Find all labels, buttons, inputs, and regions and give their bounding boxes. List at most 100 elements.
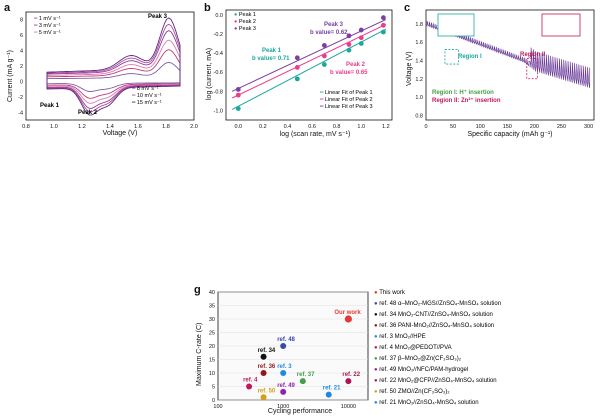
b-peak2-bvalue: b value= 0.65 [330,70,368,76]
legend-item: ━ 5 mV s⁻¹ [34,30,61,36]
a-peak1: Peak 1 [40,103,60,109]
b-xtick: 0.6 [308,124,316,130]
data-point [380,29,386,35]
panel-c-xlabel: Specific capacity (mAh g⁻¹) [467,131,553,138]
panel-b-label: b [204,2,211,14]
a-ytick: 4 [20,49,23,55]
comparison-label: ref. 49 [277,383,295,389]
c-xtick: 150 [503,124,512,130]
legend-item: ● ref. 49 MnO₂//NFC/PAM-hydrogel [374,365,501,376]
b-xtick: 0.0 [234,124,242,130]
panel-g-xlabel: Cycling performance [267,408,333,415]
b-ytick: -0.2 [214,32,223,38]
legend-dot-icon: ● [374,378,380,384]
comparison-point [260,353,267,360]
data-point [358,41,364,46]
comparison-label: ref. 3 [277,364,292,370]
a-xtick: 2.0 [190,124,198,130]
c-ytick: 0.8 [415,113,423,119]
legend-item: ● ref. 4 MnO₂@PEDOT//PVA [374,343,501,354]
data-point [346,33,352,39]
g-ytick: 30 [209,317,215,323]
g-xtick: 100 [213,404,222,410]
panel-b-fit-legend: ━ Linear Fit of Peak 1 ━ Linear Fit of P… [320,90,373,111]
comparison-point [345,378,352,385]
legend-text: ref. 50 ZMO//Zn(CF₃SO₃)₂ [379,389,450,395]
comparison-point [299,378,306,385]
comparison-label: ref. 37 [297,372,315,378]
panel-a-plot: 0.8 1.0 1.2 1.4 1.6 1.8 2.0 -4 -2 0 2 4 6 8 Peak 1 Pe… [18,11,198,130]
c-xtick: 50 [450,124,456,130]
b-xtick: 1.2 [382,124,390,130]
legend-text: ref. 22 MnO₂@CFP//ZnSO₄-MnSO₄ solution [379,378,497,384]
legend-text: ref. 21 MnO₂//ZnSO₄-MnSO₄ solution [379,400,479,406]
b-xtick: 0.8 [333,124,341,130]
c-inset-left [437,13,475,37]
legend-dot-icon: ● [374,301,380,307]
comparison-label: ref. 48 [277,337,295,343]
legend-item: ● ref. 37 β–MnO₂@Zn(CF₃SO₃)₂ [374,354,501,365]
data-point [358,35,364,41]
b-peak1-note: Peak 1 [262,48,282,54]
panel-c-plot: 0 50 100 150 200 250 300 0.8 1.0 1.2 1.4 1.6 1.8 Reg… [415,9,595,130]
a-peak3: Peak 3 [148,14,168,20]
b-ytick: -0.4 [214,51,223,57]
legend-dot-icon: ● [374,356,380,362]
panel-c: c Voltage (V) 0 50 100 150 200 250 300 0.8 1.0 1.… [400,0,600,140]
legend-dot-icon: ● [374,389,380,395]
a-xtick: 1.2 [78,124,86,130]
data-point [321,62,327,67]
legend-item: ● ref. 50 ZMO//Zn(CF₃SO₃)₂ [374,387,501,398]
panel-c-label: c [404,2,411,14]
c-inset-right [541,13,581,37]
comparison-label: ref. 21 [323,386,341,392]
panel-g: g Maximum C-rate (C) Our work ref. 48 ref.… [190,282,600,420]
b-ytick: -0.6 [214,70,223,76]
panel-b-plot: 0.0 0.2 0.4 0.6 0.8 1.0 1.2 -1.0 -0.8 -0.6 -0.4 -0.… [214,9,393,130]
legend-item: ● ref. 48 α–MnO₂-MGS//ZnSO₄-MnSO₄ soluti… [374,299,501,310]
legend-item: ━ Linear Fit of Peak 1 [320,90,373,96]
legend-item: ━ 8 mV s⁻¹ [132,86,159,92]
legend-item: ● ref. 3 MnO₂//HPE [374,332,501,343]
a-xtick: 0.8 [22,124,30,130]
data-point [294,55,300,61]
comparison-point [280,343,287,349]
b-xtick: 0.4 [284,124,292,130]
legend-dot-icon: ● [374,367,380,373]
legend-item: ● ref. 21 MnO₂//ZnSO₄-MnSO₄ solution [374,398,501,409]
g-ytick: 40 [209,290,215,296]
panel-b: b log (current, mA) 0.0 0.2 0.4 0.6 0.8 1.0 1.… [200,0,400,140]
c-ytick: 1.4 [415,58,423,64]
legend-item: ━ 10 mV s⁻¹ [132,93,162,99]
comparison-point [260,370,267,376]
data-point [294,64,300,70]
legend-dot-icon: ● [374,334,380,340]
data-point [358,27,364,33]
panel-g-legend: ● This work ● ref. 48 α–MnO₂-MGS//ZnSO₄-M… [374,288,501,409]
g-xtick: 10000 [341,404,356,410]
a-ytick: -2 [18,95,23,101]
comparison-point [280,388,287,395]
c-ytick: 1.0 [415,95,423,101]
comparison-point [325,391,332,398]
g-xtick: 1000 [277,404,289,410]
comparison-label: ref. 22 [342,372,360,378]
legend-item: ● ref. 36 PANI-MnO₂//ZnSO₄-MnSO₄ solutio… [374,321,501,332]
b-ytick: -1.0 [214,108,223,114]
c-region1: Region I [458,54,482,60]
panel-a-legend-right: ━ 8 mV s⁻¹ ━ 10 mV s⁻¹ ━ 15 mV s⁻¹ [132,86,162,107]
g-ytick: 10 [209,371,215,377]
b-peak3-note: Peak 3 [324,22,344,28]
g-ytick: 15 [209,358,215,364]
data-point [346,42,352,47]
panel-b-xlabel: log (scan rate, mV s⁻¹) [279,131,351,138]
g-ytick: 20 [209,344,215,350]
c-xtick: 100 [476,124,485,130]
legend-item: ● Peak 1 [234,12,256,18]
panel-a: a Current (mA g⁻¹) 0.8 1.0 1.2 1.4 1.6 1.8 2.0… [0,0,200,140]
c-xtick: 0 [424,124,427,130]
legend-text: ref. 4 MnO₂@PEDOT//PVA [379,345,452,351]
legend-text: ref. 48 α–MnO₂-MGS//ZnSO₄-MnSO₄ solution [379,301,502,307]
legend-text: ref. 3 MnO₂//HPE [379,334,426,340]
region1-box [444,49,459,65]
